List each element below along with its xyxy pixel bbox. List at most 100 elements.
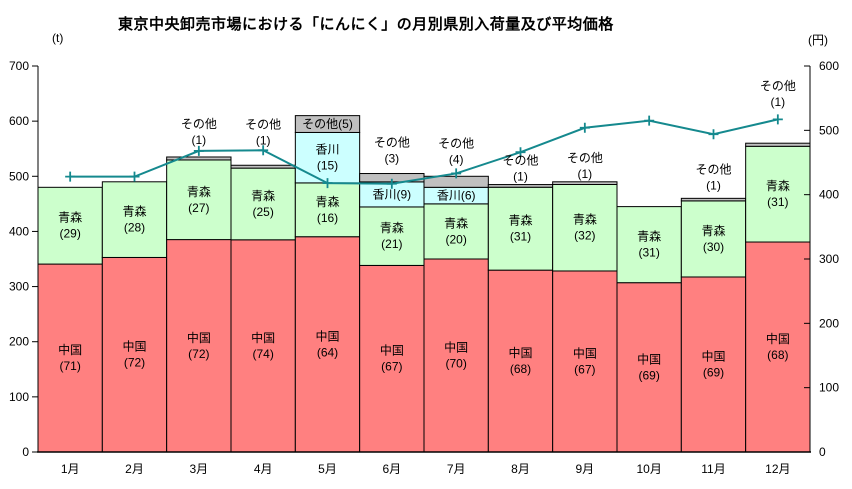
price-marker-4月 [258,145,269,156]
bar-label-pct-11月-青森: (30) [703,240,724,254]
bar-segment-3月-その他 [166,156,232,161]
bar-segment-10月-青森 [616,206,682,284]
price-marker-7月 [451,168,462,179]
bar-label-pct-6月-中国: (67) [381,360,402,374]
bar-segment-4月-青森 [230,167,296,241]
month-label-8月: 8月 [511,462,530,476]
bar-segment-9月-中国 [552,270,618,453]
other-label-above-pct-3月: (1) [191,133,206,147]
left-tick-label-300: 300 [9,280,29,294]
price-marker-8月 [515,147,526,158]
month-label-7月: 7月 [447,462,466,476]
bar-label-pct-4月-青森: (25) [252,205,273,219]
bar-label-pct-3月-青森: (27) [188,201,209,215]
bar-label-5月-中国: 中国 [315,328,339,343]
bar-label-1月-青森: 青森 [58,210,82,225]
price-marker-5月 [322,178,333,189]
bar-segment-8月-中国 [487,269,554,453]
month-label-6月: 6月 [382,462,401,476]
price-marker-1月 [65,171,76,182]
bar-label-1月-中国: 中国 [58,342,82,357]
bar-label-3月-青森: 青森 [187,184,211,199]
month-label-3月: 3月 [189,462,208,476]
bar-label-pct-9月-青森: (32) [574,229,595,243]
price-marker-6月 [386,178,397,189]
right-tick-label-100: 100 [819,381,839,395]
chart-title: 東京中央卸売市場における「にんにく」の月別県別入荷量及び平均価格 [118,16,614,33]
bar-segment-11月-青森 [680,200,747,278]
bar-label-pct-11月-中国: (69) [703,365,724,379]
bar-label-7月-香川: 香川(6) [437,189,476,203]
bar-label-6月-青森: 青森 [380,220,404,235]
month-label-4月: 4月 [254,462,273,476]
bar-label-4月-中国: 中国 [251,330,275,345]
bar-label-11月-青森: 青森 [701,223,725,238]
bar-label-pct-12月-青森: (31) [767,195,788,209]
bar-label-pct-9月-中国: (67) [574,362,595,376]
bar-label-pct-3月-中国: (72) [188,347,209,361]
left-tick-label-500: 500 [9,169,29,183]
price-marker-2月 [129,171,140,182]
price-line [70,118,779,185]
left-tick-label-600: 600 [9,114,29,128]
other-label-above-11月: その他 [695,162,731,176]
other-label-above-4月: その他 [245,117,281,131]
bar-segment-2月-青森 [101,181,168,258]
bar-label-8月-中国: 中国 [508,345,532,360]
bar-label-12月-青森: 青森 [766,178,790,193]
bar-label-9月-中国: 中国 [573,345,597,360]
other-label-above-pct-12月: (1) [770,95,785,109]
other-label-above-7月: その他 [438,136,474,150]
other-label-above-9月: その他 [567,151,603,165]
bar-segment-11月-その他 [680,197,747,202]
left-axis-unit-label: (t) [52,31,64,45]
other-label-above-3月: その他 [181,117,217,131]
bar-segment-3月-青森 [166,159,232,241]
price-marker-10月 [644,115,655,126]
month-label-10月: 10月 [636,462,661,476]
bar-label-6月-香川: 香川(9) [372,187,411,201]
bar-segment-11月-中国 [680,276,747,453]
bar-segment-5月-青森 [294,182,361,238]
bar-label-4月-青森: 青森 [251,188,275,203]
other-label-above-pct-6月: (3) [384,152,399,166]
right-tick-label-500: 500 [819,123,839,137]
price-marker-12月 [772,114,783,125]
bar-label-pct-7月-中国: (70) [445,357,466,371]
bar-label-5月-青森: 青森 [315,194,339,209]
bar-label-10月-中国: 中国 [637,351,661,366]
bar-label-pct-6月-青森: (21) [381,237,402,251]
bar-segment-5月-中国 [294,236,361,453]
bar-label-pct-5月-青森: (16) [317,211,338,225]
bar-segment-8月-青森 [487,186,554,271]
other-label-above-pct-7月: (4) [449,152,464,166]
bar-segment-2月-中国 [101,256,168,453]
bar-segment-12月-中国 [745,241,811,453]
right-tick-label-400: 400 [819,188,839,202]
bar-label-7月-青森: 青森 [444,215,468,230]
right-tick-label-200: 200 [819,316,839,330]
bar-label-pct-1月-中国: (71) [59,359,80,373]
bar-label-pct-5月-中国: (64) [317,345,338,359]
price-marker-3月 [193,145,204,156]
right-tick-label-600: 600 [819,59,839,73]
other-label-above-pct-4月: (1) [256,133,271,147]
other-label-above-pct-9月: (1) [577,167,592,181]
bar-segment-5月-その他 [294,115,361,133]
month-label-5月: 5月 [318,462,337,476]
bar-segment-10月-中国 [616,282,682,453]
left-tick-label-700: 700 [9,59,29,73]
month-label-2月: 2月 [125,462,144,476]
month-label-1月: 1月 [61,462,80,476]
left-tick-label-0: 0 [22,445,29,459]
bar-label-pct-1月-青森: (29) [59,227,80,241]
bar-segment-1月-青森 [37,186,103,265]
bar-label-pct-2月-中国: (72) [124,356,145,370]
bar-label-pct-4月-中国: (74) [252,347,273,361]
bar-label-pct-10月-青森: (31) [638,246,659,260]
bar-label-7月-中国: 中国 [444,340,468,355]
bar-label-pct-5月-香川: (15) [317,159,338,173]
bar-segment-8月-その他 [487,184,554,188]
